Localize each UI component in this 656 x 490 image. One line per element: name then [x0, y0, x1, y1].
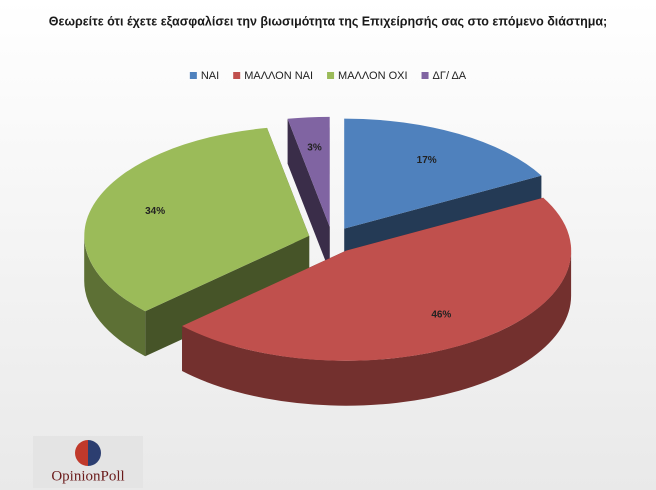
- legend-item: ΜΑΛΛΟΝ ΟΧΙ: [327, 70, 408, 82]
- legend-swatch: [233, 72, 241, 79]
- legend-item: ΜΑΛΛΟΝ ΝΑΙ: [233, 70, 313, 82]
- legend-label: ΜΑΛΛΟΝ ΟΧΙ: [338, 70, 407, 82]
- legend: ΝΑΙ ΜΑΛΛΟΝ ΝΑΙ ΜΑΛΛΟΝ ΟΧΙ ΔΓ/ ΔΑ: [189, 70, 467, 82]
- slice: [287, 116, 330, 227]
- data-label: 17%: [417, 155, 437, 166]
- legend-label: ΔΓ/ ΔΑ: [433, 70, 467, 82]
- legend-label: ΜΑΛΛΟΝ ΝΑΙ: [244, 70, 313, 82]
- chart-title: Θεωρείτε ότι έχετε εξασφαλίσει την βιωσι…: [49, 14, 607, 28]
- legend-item: ΝΑΙ: [189, 70, 219, 82]
- slice-side: [287, 118, 330, 272]
- legend-swatch: [327, 72, 335, 79]
- slice: [84, 127, 310, 312]
- legend-swatch: [189, 72, 197, 79]
- legend-item: ΔΓ/ ΔΑ: [421, 70, 467, 82]
- slice-side: [84, 235, 146, 357]
- slice: [182, 197, 572, 361]
- data-label: 46%: [431, 309, 451, 320]
- logo-icon: [88, 440, 101, 466]
- slice-side: [182, 250, 572, 406]
- data-label: 34%: [145, 206, 165, 217]
- pie: 17% 46% 34% 3%: [84, 116, 572, 406]
- slice: [344, 118, 542, 229]
- legend-label: ΝΑΙ: [201, 70, 219, 82]
- logo: OpinionPoll: [33, 436, 143, 488]
- logo-text: OpinionPoll: [51, 468, 124, 484]
- data-label: 3%: [307, 143, 322, 154]
- logo-icon: [75, 440, 88, 466]
- legend-swatch: [421, 72, 429, 79]
